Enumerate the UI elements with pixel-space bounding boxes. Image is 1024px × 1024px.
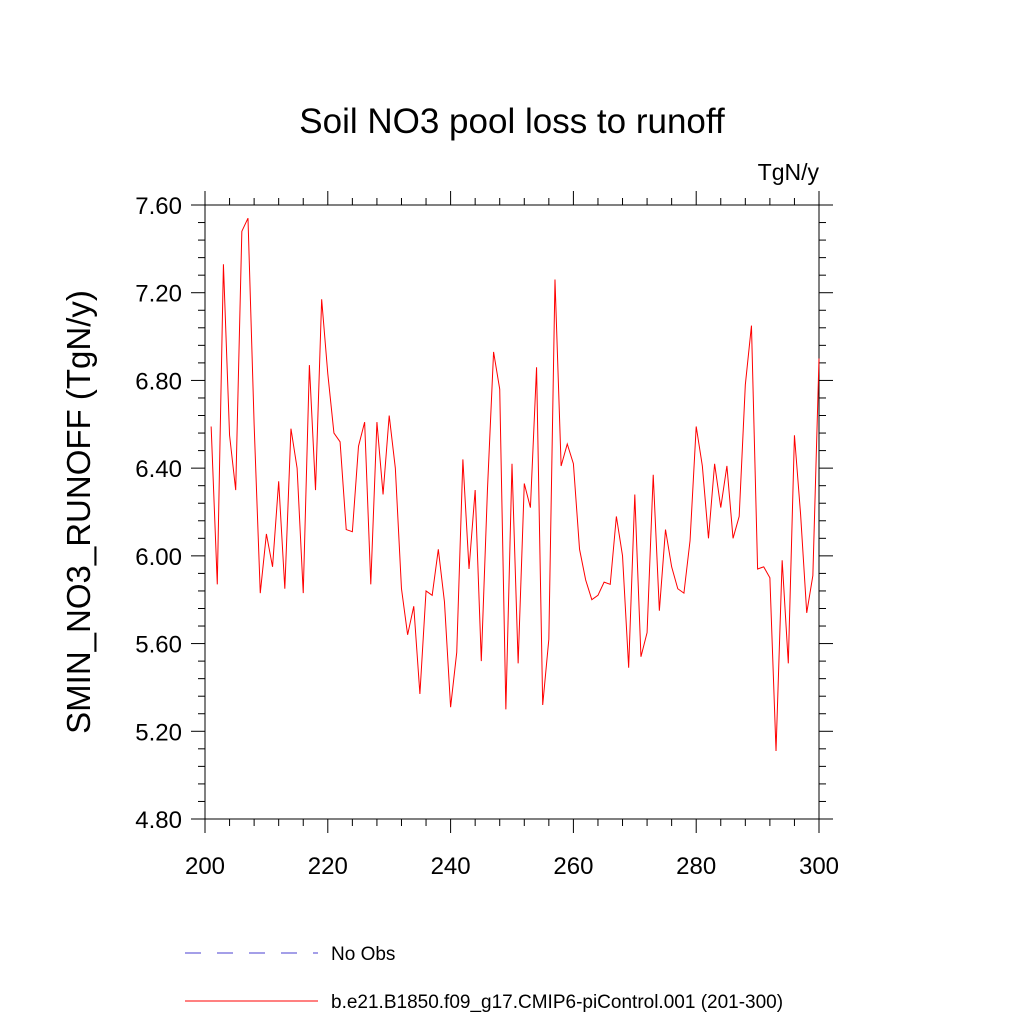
x-tick-label: 280 [676, 853, 716, 880]
x-tick-label: 260 [553, 853, 593, 880]
y-tick-label: 7.60 [135, 193, 182, 220]
legend-no-obs-label: No Obs [331, 944, 395, 965]
y-tick-label: 6.00 [135, 544, 182, 571]
plot-frame [204, 204, 820, 820]
y-axis-label: SMIN_NO3_RUNOFF (TgN/y) [60, 290, 97, 734]
y-tick-label: 5.20 [135, 719, 182, 746]
y-tick-label: 4.80 [135, 807, 182, 834]
y-tick-label: 6.40 [135, 456, 182, 483]
x-tick-label: 240 [431, 853, 471, 880]
chart-title: Soil NO3 pool loss to runoff [299, 102, 725, 141]
x-tick-label: 300 [799, 853, 839, 880]
series-line-model-run [210, 217, 820, 752]
x-axis-ticks: 200 220 240 260 280 300 [185, 191, 839, 880]
y-tick-label: 6.80 [135, 368, 182, 395]
y-tick-label: 7.20 [135, 281, 182, 308]
x-tick-label: 220 [308, 853, 348, 880]
y-axis-ticks: 4.80 5.20 5.60 6.00 6.40 6.80 7.20 7.60 [135, 193, 833, 834]
plot-lines [210, 217, 820, 752]
legend-model-label: b.e21.B1850.f09_g17.CMIP6-piControl.001 … [331, 992, 783, 1013]
y-tick-label: 5.60 [135, 632, 182, 659]
x-tick-label: 200 [185, 853, 225, 880]
units-label: TgN/y [758, 159, 820, 185]
